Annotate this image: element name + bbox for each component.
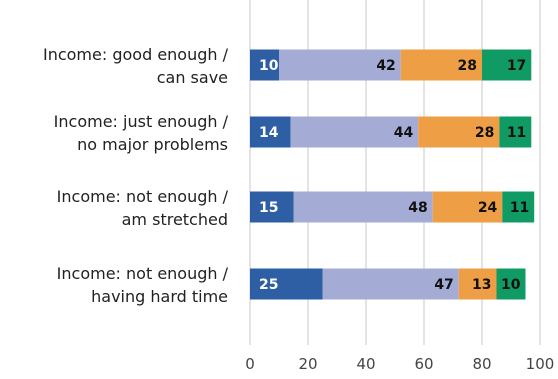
value-labels: 10 42 28 17 14 44 28 11 15 48 24 11 25 47 13 10 [259,58,529,293]
value-label-row2-seg2: 44 [394,125,414,141]
value-label-row3-seg4: 11 [510,200,529,216]
value-label-row2-seg3: 28 [475,125,494,141]
value-label-row4-seg4: 10 [501,277,521,293]
bar-row2-seg4 [499,116,532,148]
category-label-3: Income: not enough / am stretched [57,187,229,229]
value-label-row2-seg4: 11 [507,125,526,141]
category-label-4-line-2: having hard time [91,287,228,306]
value-label-row1-seg3: 28 [458,58,477,74]
category-label-2: Income: just enough / no major problems [54,112,229,154]
bars [250,49,535,300]
bar-row4-seg3 [458,268,497,300]
value-label-row3-seg3: 24 [478,200,498,216]
bar-row3-seg3 [432,191,503,223]
x-tick-label-60: 60 [414,355,433,373]
bar-row3-seg4 [502,191,535,223]
x-tick-label-0: 0 [245,355,255,373]
category-labels: Income: good enough / can save Income: jus… [43,45,229,306]
category-label-4: Income: not enough / having hard time [57,264,229,306]
value-label-row3-seg2: 48 [408,200,427,216]
value-label-row1-seg2: 42 [376,58,395,74]
x-axis-tick-labels: 0 20 40 60 80 100 [245,355,554,373]
x-tick-label-40: 40 [356,355,375,373]
category-label-3-line-2: am stretched [122,210,228,229]
category-label-3-line-1: Income: not enough / [57,187,229,206]
value-label-row4-seg2: 47 [434,277,453,293]
bar-row1-seg4 [482,49,532,81]
bar-row1-seg2 [279,49,401,81]
bar-row1-seg1 [250,49,279,81]
value-label-row2-seg1: 14 [259,125,279,141]
category-label-1: Income: good enough / can save [43,45,229,87]
bar-row3-seg1 [250,191,294,223]
bar-row4-seg4 [496,268,526,300]
category-label-4-line-1: Income: not enough / [57,264,229,283]
x-tick-label-80: 80 [472,355,491,373]
value-label-row1-seg4: 17 [507,58,526,74]
value-label-row3-seg1: 15 [259,200,278,216]
x-tick-label-20: 20 [298,355,317,373]
category-label-2-line-1: Income: just enough / [54,112,229,131]
category-label-2-line-2: no major problems [77,135,228,154]
bar-row2-seg1 [250,116,291,148]
value-label-row1-seg1: 10 [259,58,279,74]
bar-row1-seg3 [400,49,482,81]
bar-row4-seg2 [322,268,459,300]
value-label-row4-seg1: 25 [259,277,278,293]
bar-row2-seg2 [290,116,419,148]
value-label-row4-seg3: 13 [472,277,491,293]
bar-row4-seg1 [250,268,323,300]
bar-row2-seg3 [418,116,500,148]
category-label-1-line-2: can save [157,68,228,87]
category-label-1-line-1: Income: good enough / [43,45,229,64]
x-tick-label-100: 100 [526,355,555,373]
bar-row3-seg2 [293,191,433,223]
